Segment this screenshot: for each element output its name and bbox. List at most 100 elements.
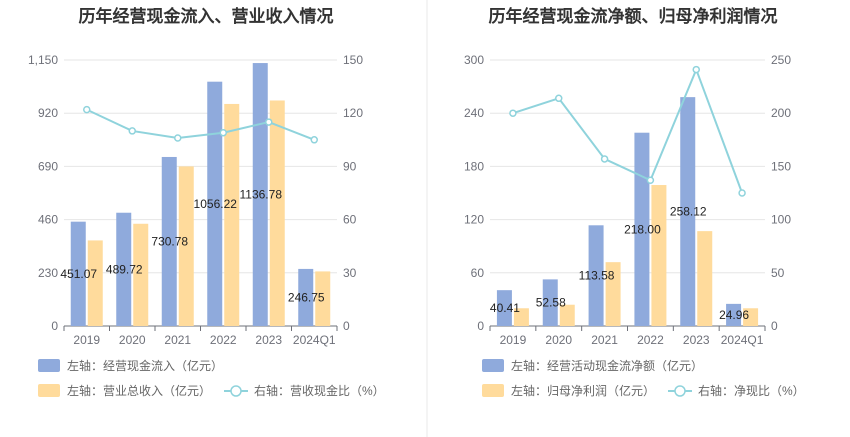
bar-total-revenue [315,271,331,326]
legend-label: 左轴：归母净利润（亿元） [511,383,655,398]
right-axis-tick-label: 200 [771,106,791,120]
bar-data-label: 1056.22 [194,197,238,211]
bar-data-label: 258.12 [670,205,707,219]
bar-cash-inflow [70,221,86,326]
right-axis-tick-label: 30 [343,266,357,280]
x-axis-category-label: 2024Q1 [721,333,764,347]
left-axis-tick-label: 690 [38,159,58,173]
legend-swatch [482,384,504,397]
left-axis-tick-label: 0 [477,319,484,333]
left-axis-tick-label: 1,150 [28,53,58,67]
bar-cash-inflow [207,81,223,327]
legend-label: 右轴：营收现金比（%） [254,383,385,398]
bar-data-label: 489.72 [106,262,143,276]
x-axis-category-label: 2019 [500,333,527,347]
bar-data-label: 40.41 [490,301,520,315]
bar-total-revenue [133,223,149,326]
x-axis-category-label: 2020 [545,333,572,347]
legend-line-marker [230,385,242,397]
line-point [310,136,318,144]
line-revenue-cash-ratio [86,108,315,141]
bar-net-operating-cash [680,97,696,326]
bar-net-profit [743,308,759,326]
left-axis-tick-label: 240 [464,106,484,120]
bar-cash-inflow [252,63,268,327]
x-axis-category-label: 2022 [637,333,664,347]
left-axis-tick-label: 230 [38,266,58,280]
line-point [600,155,609,163]
line-point [509,109,517,117]
bar-net-operating-cash [496,290,512,326]
bar-net-operating-cash [726,303,742,326]
left-axis-tick-label: 120 [464,213,484,227]
line-point [692,65,700,74]
legend-swatch [38,384,60,397]
x-axis-category-label: 2021 [164,333,191,347]
right-axis-tick-label: 150 [343,53,363,67]
x-axis-category-label: 2022 [210,333,237,347]
right-axis-tick-label: 0 [771,319,778,333]
right-axis-tick-label: 120 [343,106,363,120]
bar-net-profit [697,231,713,326]
line-point [174,134,182,142]
x-axis-category-label: 2020 [119,333,146,347]
line-point [219,128,227,137]
line-point [646,176,655,184]
bar-data-label: 52.58 [536,296,566,310]
x-axis-category-label: 2023 [255,333,282,347]
bar-total-revenue [224,103,240,327]
bar-data-label: 218.00 [624,222,661,236]
left-axis-tick-label: 460 [38,213,58,227]
bar-cash-inflow [161,156,177,326]
bar-data-label: 113.58 [579,269,615,283]
bar-total-revenue [178,166,194,326]
left-axis-tick-label: 920 [38,106,58,120]
legend-label: 左轴：经营现金流入（亿元） [67,358,223,373]
line-point [555,94,563,103]
legend-swatch [38,359,60,372]
legend-label: 右轴：净现比（%） [698,383,805,398]
bar-data-label: 1136.78 [240,188,283,202]
chart-title: 历年经营现金流入、营业收入情况 [79,6,334,26]
bar-data-label: 246.75 [288,290,325,304]
left-axis-tick-label: 180 [464,159,484,173]
bar-net-profit [651,185,667,326]
line-point [738,189,746,197]
bar-data-label: 24.96 [719,308,749,322]
right-axis-tick-label: 150 [771,159,791,173]
chart-title: 历年经营现金流净额、归母净利润情况 [489,6,778,26]
bar-cash-inflow [116,212,132,326]
bar-net-operating-cash [588,225,604,326]
bar-total-revenue [87,240,103,326]
bar-net-profit [605,262,621,326]
legend-line-marker [674,385,686,397]
right-axis-tick-label: 60 [343,213,357,227]
line-point [83,105,91,114]
legend-swatch [482,359,504,372]
line-point [265,118,273,126]
left-axis-tick-label: 60 [471,266,485,280]
bar-data-label: 730.78 [151,234,188,248]
x-axis-category-label: 2024Q1 [293,333,336,347]
bar-cash-inflow [298,268,314,326]
line-net-cash-ratio [512,66,744,194]
x-axis-category-label: 2023 [683,333,710,347]
right-axis-tick-label: 100 [771,213,791,227]
line-point [128,127,136,135]
right-axis-tick-label: 0 [343,319,350,333]
x-axis-category-label: 2021 [591,333,618,347]
left-axis-tick-label: 300 [464,53,484,67]
bar-net-operating-cash [634,132,650,326]
bar-data-label: 451.07 [60,267,97,281]
legend-label: 左轴：营业总收入（亿元） [67,383,211,398]
x-axis-category-label: 2019 [73,333,100,347]
right-axis-tick-label: 90 [343,159,357,173]
bar-total-revenue [269,100,285,326]
right-axis-tick-label: 50 [771,266,785,280]
legend-label: 左轴：经营活动现金流净额（亿元） [511,358,703,373]
right-axis-tick-label: 250 [771,53,791,67]
bar-net-operating-cash [542,279,558,326]
left-axis-tick-label: 0 [51,319,58,333]
